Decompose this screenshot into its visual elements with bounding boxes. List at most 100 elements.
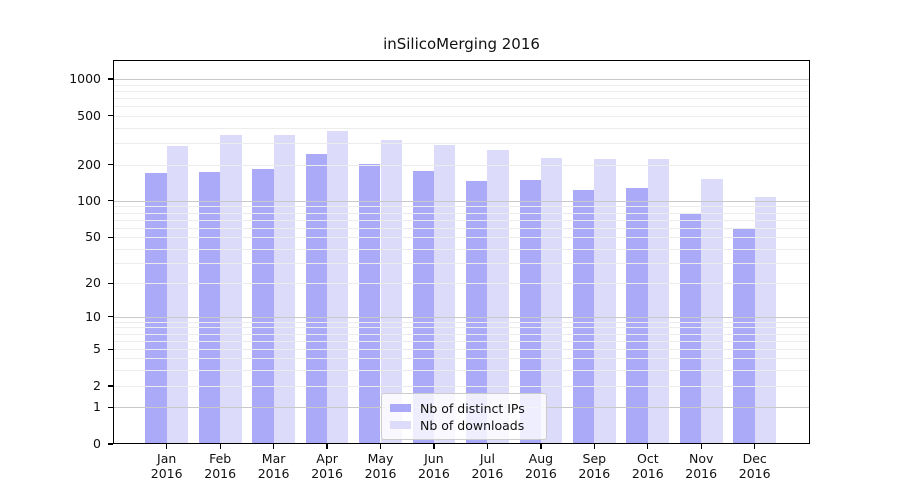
bar-downloads-may — [380, 140, 402, 444]
bar-downloads-oct — [647, 159, 670, 444]
gridline-minor — [113, 115, 810, 117]
y-tick-label: 2 — [93, 378, 101, 393]
gridline-minor — [113, 219, 810, 221]
bar-distinct-ips-mar — [252, 168, 274, 444]
legend-label-distinct-ips: Nb of distinct IPs — [420, 400, 525, 416]
x-tick-mark — [166, 444, 168, 449]
gridline-minor — [113, 164, 810, 166]
gridline-minor — [113, 212, 810, 214]
x-tick-mark — [540, 444, 542, 449]
x-tick-mark — [754, 444, 756, 449]
bar-distinct-ips-oct — [626, 187, 648, 444]
bar-downloads-aug — [540, 157, 563, 444]
gridline-minor — [113, 142, 810, 144]
bar-distinct-ips-nov — [679, 212, 702, 444]
x-tick-label: Aug 2016 — [524, 451, 557, 481]
plot-area — [108, 60, 810, 449]
gridline-major — [113, 79, 810, 81]
gridline-minor — [113, 369, 810, 371]
gridline-minor — [113, 340, 810, 342]
x-tick-mark — [379, 444, 382, 449]
bar-distinct-ips-may — [359, 164, 381, 444]
gridline-minor — [113, 349, 810, 351]
x-tick-label: Jul 2016 — [471, 451, 504, 481]
y-tick-mark — [108, 282, 113, 284]
bar-distinct-ips-feb — [198, 171, 221, 444]
y-tick-mark — [108, 348, 113, 350]
gridline-minor — [113, 333, 810, 335]
bar-downloads-feb — [220, 135, 242, 444]
gridline-minor — [113, 248, 810, 250]
gridline-minor — [113, 97, 810, 99]
x-tick-label: Sep 2016 — [578, 451, 611, 481]
y-tick-mark — [108, 443, 113, 445]
y-tick-mark — [108, 406, 113, 408]
bar-downloads-dec — [754, 196, 777, 444]
x-tick-label: Apr 2016 — [311, 451, 343, 481]
gridline-minor — [113, 227, 810, 229]
x-tick-label: Oct 2016 — [631, 451, 664, 481]
gridline-minor — [113, 321, 810, 323]
y-tick-mark — [108, 236, 113, 238]
bar-downloads-nov — [701, 179, 723, 444]
y-tick-label: 10 — [85, 308, 101, 324]
x-tick-label: May 2016 — [364, 451, 397, 481]
gridline-minor — [113, 84, 810, 86]
legend-label-downloads: Nb of downloads — [420, 417, 525, 433]
gridline-minor — [113, 358, 810, 360]
x-tick-mark — [700, 444, 702, 449]
gridline-minor — [113, 237, 810, 239]
gridline-major — [113, 316, 810, 318]
bar-downloads-jan — [166, 146, 189, 444]
y-tick-label: 1 — [93, 399, 101, 415]
legend-item-downloads: Nb of downloads — [382, 417, 546, 433]
y-tick-mark — [108, 385, 113, 387]
x-tick-label: Jan 2016 — [150, 451, 183, 481]
bar-distinct-ips-jul — [466, 180, 488, 444]
x-tick-label: Feb 2016 — [204, 451, 237, 481]
y-tick-label: 500 — [77, 107, 101, 123]
gridline-minor — [113, 262, 810, 264]
gridline-minor — [113, 106, 810, 107]
y-tick-label: 20 — [85, 275, 101, 291]
bar-distinct-ips-dec — [733, 228, 755, 444]
bar-distinct-ips-apr — [305, 154, 328, 444]
y-tick-label: 50 — [85, 229, 101, 245]
legend-item-distinct-ips: Nb of distinct IPs — [382, 400, 546, 416]
x-tick-label: Dec 2016 — [738, 451, 771, 481]
x-tick-mark — [593, 444, 595, 449]
y-tick-mark — [108, 78, 113, 80]
y-tick-label: 0 — [93, 436, 101, 451]
y-tick-mark — [108, 316, 113, 318]
legend-swatch-distinct-ips — [390, 404, 411, 412]
gridline-minor — [113, 127, 810, 129]
x-tick-mark — [219, 444, 221, 449]
y-tick-label: 5 — [93, 341, 101, 357]
x-tick-mark — [486, 444, 489, 449]
y-tick-mark — [108, 163, 113, 166]
x-tick-label: Mar 2016 — [257, 451, 290, 481]
x-tick-mark — [326, 444, 328, 449]
y-tick-label: 1000 — [69, 71, 101, 86]
gridline-minor — [113, 283, 810, 285]
legend-swatch-downloads — [390, 421, 411, 429]
bar-distinct-ips-aug — [519, 179, 541, 444]
gridline-major — [113, 200, 810, 202]
y-tick-label: 200 — [77, 156, 101, 172]
bar-downloads-mar — [273, 135, 295, 444]
bar-distinct-ips-jan — [145, 173, 167, 444]
y-tick-mark — [108, 200, 113, 202]
gridline-minor — [113, 386, 810, 387]
y-tick-label: 100 — [77, 192, 101, 208]
gridline-minor — [113, 206, 810, 208]
bar-downloads-sep — [594, 158, 616, 444]
x-tick-label: Jun 2016 — [417, 451, 450, 481]
legend: Nb of distinct IPs Nb of downloads — [381, 393, 547, 440]
bar-downloads-apr — [327, 131, 349, 444]
bar-distinct-ips-jun — [412, 171, 434, 444]
gridline-minor — [113, 327, 810, 329]
x-tick-mark — [433, 444, 435, 449]
x-tick-label: Nov 2016 — [685, 451, 718, 481]
x-tick-mark — [272, 444, 275, 449]
